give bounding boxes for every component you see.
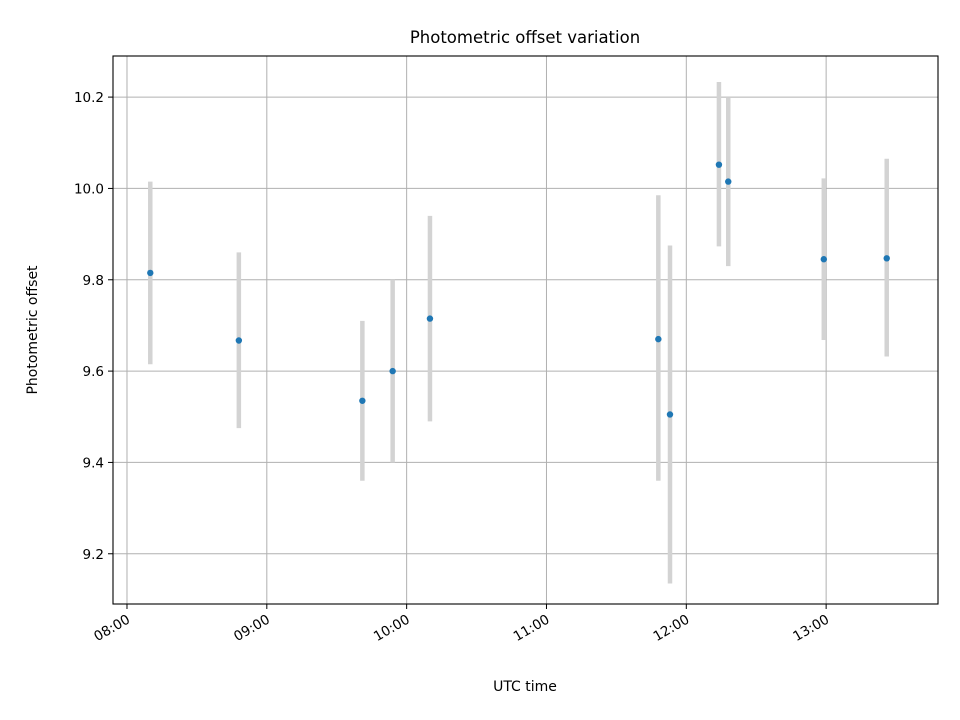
y-tick-label: 9.8 [83, 273, 104, 289]
data-point [883, 255, 890, 262]
data-point [655, 335, 662, 343]
grid [113, 56, 938, 604]
data-points [147, 161, 890, 418]
data-point [725, 178, 732, 185]
data-point [235, 337, 243, 344]
y-axis-ticks: 9.2 9.4 9.6 9.8 10.0 10.2 [74, 90, 113, 563]
data-point [389, 367, 396, 375]
y-tick-label: 10.0 [74, 181, 104, 197]
data-point [820, 256, 828, 263]
y-tick-label: 9.4 [83, 455, 104, 471]
data-point [715, 161, 723, 168]
plot-frame [112, 55, 939, 605]
x-axis-label: UTC time [493, 679, 557, 695]
y-tick-label: 9.6 [83, 364, 104, 380]
chart-title: Photometric offset variation [410, 28, 640, 47]
data-point [426, 315, 434, 322]
data-point [147, 269, 154, 277]
y-tick-label: 9.2 [83, 547, 104, 563]
data-point [359, 397, 366, 404]
y-axis-label: Photometric offset [25, 265, 41, 395]
data-point [666, 411, 674, 418]
y-tick-label: 10.2 [74, 90, 104, 106]
